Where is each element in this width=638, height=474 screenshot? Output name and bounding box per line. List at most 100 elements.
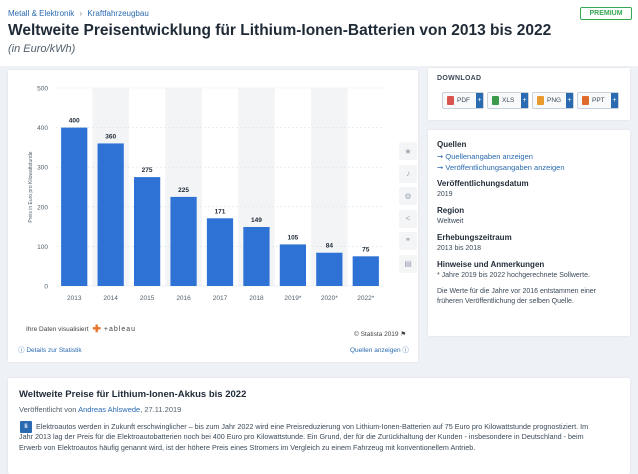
publication-details-link[interactable]: ➞ Veröffentlichungsangaben anzeigen	[437, 163, 565, 172]
breadcrumb-separator: ›	[79, 9, 83, 18]
y-tick-label: 100	[37, 244, 48, 251]
x-tick-label: 2017	[213, 295, 228, 302]
article-title: Weltweite Preise für Lithium-Ionen-Akkus…	[19, 389, 247, 400]
source-details-link[interactable]: ➞ Quellenangaben anzeigen	[437, 152, 533, 161]
bar	[352, 256, 379, 286]
download-card: DOWNLOAD PDF + XLS + PNG + PPT +	[428, 68, 630, 120]
bar-value-label: 360	[105, 133, 116, 140]
article-info-icon: li	[20, 421, 32, 433]
download-pdf-button[interactable]: PDF +	[442, 92, 484, 109]
plus-icon: +	[476, 93, 483, 108]
bar	[97, 143, 124, 286]
tableau-credit: Ihre Daten visualisiert ✚ +ableau	[26, 324, 136, 335]
notes-value-1: * Jahre 2019 bis 2022 hochgerechnete Sol…	[437, 272, 590, 279]
y-tick-label: 300	[37, 165, 48, 172]
sources-link[interactable]: Quellen anzeigen ⓘ	[350, 347, 409, 354]
flag-icon: ⚑	[400, 331, 407, 338]
xls-file-icon	[492, 96, 499, 105]
bar-value-label: 400	[69, 118, 80, 125]
bar	[61, 127, 88, 286]
copyright-text: © Statista 2019	[354, 331, 399, 338]
tableau-wordmark: +ableau	[103, 326, 136, 333]
bar	[316, 252, 343, 286]
download-ppt-label: PPT	[592, 97, 605, 104]
print-icon[interactable]: ▤	[399, 254, 417, 273]
notes-heading: Hinweise und Anmerkungen	[437, 260, 545, 269]
tableau-cross-icon: ✚	[92, 324, 102, 335]
region-value: Weltweit	[437, 218, 464, 225]
breadcrumb-item-kfz[interactable]: Kraftfahrzeugbau	[87, 9, 149, 18]
chart-card: 0 100 200 300 400 500 Preis in Euro pro Kilowa…	[8, 70, 418, 362]
x-tick-label: 2020*	[321, 295, 338, 302]
bell-icon[interactable]: ♪	[399, 164, 417, 183]
bar-chart: 0 100 200 300 400 500 Preis in Euro pro Kilowa…	[28, 86, 384, 302]
sources-heading: Quellen	[437, 140, 467, 149]
plus-icon: +	[521, 93, 528, 108]
bar-value-label: 171	[215, 208, 226, 215]
y-tick-label: 400	[37, 125, 48, 132]
article-text: Elektroautos werden in Zukunft erschwing…	[19, 422, 589, 452]
quote-icon[interactable]: ❞	[399, 232, 417, 250]
published-date: , 27.11.2019	[140, 405, 182, 414]
published-prefix: Veröffentlicht von	[19, 405, 77, 414]
download-png-button[interactable]: PNG +	[532, 92, 574, 109]
period-value: 2013 bis 2018	[437, 245, 481, 252]
bar	[279, 244, 307, 286]
article-published: Veröffentlicht von Andreas Ahlswede, 27.…	[19, 405, 181, 414]
details-link[interactable]: ⓘ Details zur Statistik	[18, 347, 82, 354]
bar-value-label: 225	[178, 187, 189, 194]
page-subtitle: (in Euro/kWh)	[8, 43, 76, 55]
details-link-label: Details zur Statistik	[26, 347, 82, 354]
sources-link-label: Quellen anzeigen	[350, 347, 401, 354]
x-tick-label: 2015	[140, 295, 155, 302]
x-tick-label: 2014	[103, 295, 118, 302]
region-heading: Region	[437, 206, 465, 215]
info-card: Quellen ➞ Quellenangaben anzeigen ➞ Verö…	[428, 130, 630, 336]
download-xls-label: XLS	[502, 97, 515, 104]
download-ppt-button[interactable]: PPT +	[577, 92, 619, 109]
png-file-icon	[537, 96, 544, 105]
publication-details-label: Veröffentlichungsangaben anzeigen	[445, 163, 565, 172]
bar-value-label: 105	[287, 234, 298, 241]
tableau-logo[interactable]: ✚ +ableau	[93, 324, 137, 335]
breadcrumb: Metall & Elektronik › Kraftfahrzeugbau	[8, 9, 152, 18]
download-buttons: PDF + XLS + PNG + PPT +	[442, 92, 622, 109]
bar	[133, 177, 161, 286]
bar	[206, 218, 234, 286]
share-icon[interactable]: <	[399, 209, 417, 228]
pdf-file-icon	[447, 96, 454, 105]
bar-value-label: 149	[251, 217, 262, 224]
star-icon[interactable]: ★	[399, 142, 417, 160]
y-tick-label: 200	[37, 204, 48, 211]
pubdate-heading: Veröffentlichungsdatum	[437, 179, 529, 188]
period-heading: Erhebungszeitraum	[437, 233, 512, 242]
article-card: Weltweite Preise für Lithium-Ionen-Akkus…	[8, 378, 630, 474]
chart-toolbar: ★ ♪ ⚙ < ❞ ▤	[399, 142, 419, 277]
x-tick-label: 2018	[249, 295, 264, 302]
pubdate-value: 2019	[437, 191, 453, 198]
notes-value-2: Die Werte für die Jahre vor 2016 entstam…	[437, 288, 597, 305]
copyright: © Statista 2019 ⚑	[354, 330, 406, 338]
author-link[interactable]: Andreas Ahlswede	[78, 405, 141, 414]
bar-value-label: 84	[326, 243, 334, 250]
bar	[243, 226, 270, 286]
premium-badge[interactable]: PREMIUM	[580, 7, 632, 20]
download-png-label: PNG	[547, 97, 562, 104]
download-title: DOWNLOAD	[437, 75, 482, 82]
download-xls-button[interactable]: XLS +	[487, 92, 529, 109]
breadcrumb-item-metall[interactable]: Metall & Elektronik	[8, 9, 75, 18]
y-tick-label: 0	[44, 284, 48, 291]
gear-icon[interactable]: ⚙	[399, 187, 417, 205]
ppt-file-icon	[582, 96, 589, 105]
tableau-label: Ihre Daten visualisiert	[26, 326, 89, 333]
download-pdf-label: PDF	[457, 97, 470, 104]
x-tick-label: 2019*	[284, 295, 301, 302]
x-tick-label: 2016	[176, 295, 191, 302]
x-tick-label: 2013	[67, 295, 82, 302]
plus-icon: +	[611, 93, 618, 108]
bar-value-label: 75	[362, 246, 370, 253]
y-tick-label: 500	[37, 86, 48, 93]
bar-value-label: 275	[142, 167, 153, 174]
x-tick-label: 2022*	[357, 295, 374, 302]
y-axis-label: Preis in Euro pro Kilowattstunde	[28, 151, 34, 222]
